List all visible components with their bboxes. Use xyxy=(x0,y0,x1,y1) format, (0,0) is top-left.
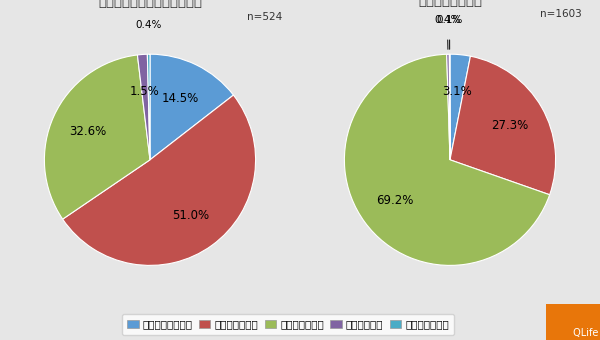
Text: n=1603: n=1603 xyxy=(540,9,582,19)
Wedge shape xyxy=(62,95,256,266)
Wedge shape xyxy=(344,54,550,266)
Text: n=524: n=524 xyxy=(247,12,282,22)
Text: 69.2%: 69.2% xyxy=(376,194,413,207)
Text: 0.4%: 0.4% xyxy=(434,15,461,26)
Text: QLife: QLife xyxy=(570,328,598,338)
Text: 32.6%: 32.6% xyxy=(69,125,106,138)
Wedge shape xyxy=(148,54,150,160)
Legend: とてもよくなった, ややよくなった, 変わらなかった, やや悪化した, かなり悪化した: とてもよくなった, ややよくなった, 変わらなかった, やや悪化した, かなり悪… xyxy=(122,314,454,335)
Text: 14.5%: 14.5% xyxy=(161,92,199,105)
Wedge shape xyxy=(449,54,450,160)
Wedge shape xyxy=(450,56,556,195)
Wedge shape xyxy=(450,54,470,160)
Text: 0.1%: 0.1% xyxy=(436,15,463,26)
Text: 1.5%: 1.5% xyxy=(130,85,160,98)
Wedge shape xyxy=(44,55,150,219)
Wedge shape xyxy=(446,54,450,160)
Text: 3.1%: 3.1% xyxy=(442,85,472,98)
Text: 病院受診以外の対処で
症状は改善したか: 病院受診以外の対処で 症状は改善したか xyxy=(410,0,490,8)
Wedge shape xyxy=(137,54,150,160)
Text: 51.0%: 51.0% xyxy=(172,209,209,222)
Text: 27.3%: 27.3% xyxy=(491,119,528,132)
Wedge shape xyxy=(150,54,233,160)
Text: 病院受診で症状は改善したか: 病院受診で症状は改善したか xyxy=(98,0,202,9)
Text: 0.4%: 0.4% xyxy=(135,20,161,30)
